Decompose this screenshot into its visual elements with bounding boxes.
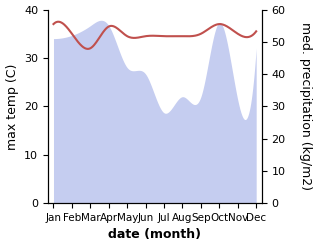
Y-axis label: max temp (C): max temp (C) xyxy=(5,63,18,149)
X-axis label: date (month): date (month) xyxy=(108,228,201,242)
Y-axis label: med. precipitation (kg/m2): med. precipitation (kg/m2) xyxy=(300,22,313,190)
